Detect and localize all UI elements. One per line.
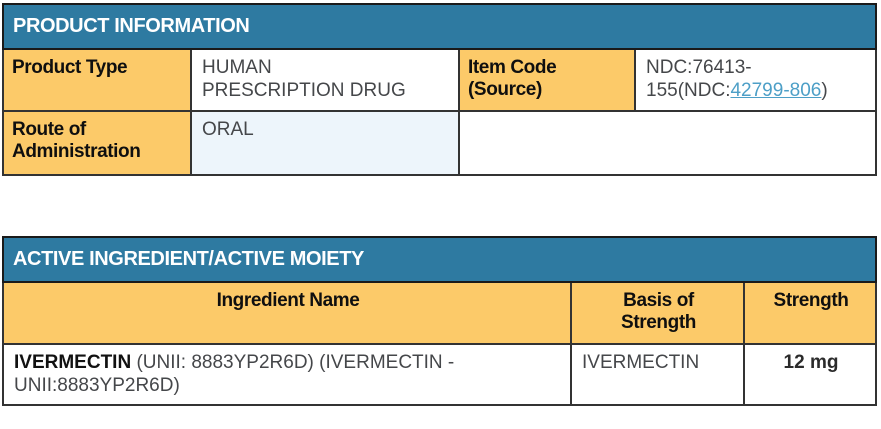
basis-of-strength-column-header: Basis of Strength: [570, 281, 745, 345]
product-information-title: PRODUCT INFORMATION: [1, 3, 878, 50]
strength-cell: 12 mg: [743, 343, 877, 406]
item-code-value-prefix: NDC:76413- 155(NDC:: [646, 57, 752, 101]
column-header-row: Ingredient Name Basis of Strength Streng…: [2, 281, 877, 345]
item-code-value-suffix: ): [821, 80, 828, 101]
product-type-value: HUMAN PRESCRIPTION DRUG: [190, 48, 460, 112]
item-code-label: Item Code (Source): [458, 48, 636, 112]
table-row: Route of Administration ORAL: [2, 110, 878, 176]
route-of-administration-value: ORAL: [190, 110, 460, 176]
active-ingredient-title: ACTIVE INGREDIENT/ACTIVE MOIETY: [2, 236, 877, 283]
ingredient-name-detail: (UNII: 8883YP2R6D) (IVERMECTIN - UNII:88…: [14, 352, 455, 396]
empty-cell: [457, 110, 878, 176]
ingredient-name-column-header: Ingredient Name: [2, 281, 572, 345]
ingredient-name-cell: IVERMECTIN (UNII: 8883YP2R6D) (IVERMECTI…: [2, 343, 572, 406]
basis-of-strength-cell: IVERMECTIN: [570, 343, 745, 406]
table-row: Product Type HUMAN PRESCRIPTION DRUG Ite…: [2, 48, 878, 112]
item-code-value: NDC:76413- 155(NDC:42799-806): [633, 48, 878, 112]
active-ingredient-table: ACTIVE INGREDIENT/ACTIVE MOIETY Ingredie…: [2, 236, 877, 406]
product-information-table: PRODUCT INFORMATION Product Type HUMAN P…: [1, 3, 878, 176]
ingredient-name-bold: IVERMECTIN: [14, 352, 132, 373]
strength-column-header: Strength: [743, 281, 877, 345]
ingredient-row: IVERMECTIN (UNII: 8883YP2R6D) (IVERMECTI…: [2, 343, 877, 406]
ndc-link[interactable]: 42799-806: [730, 80, 822, 101]
route-of-administration-label: Route of Administration: [2, 110, 192, 176]
product-type-label: Product Type: [2, 48, 192, 112]
